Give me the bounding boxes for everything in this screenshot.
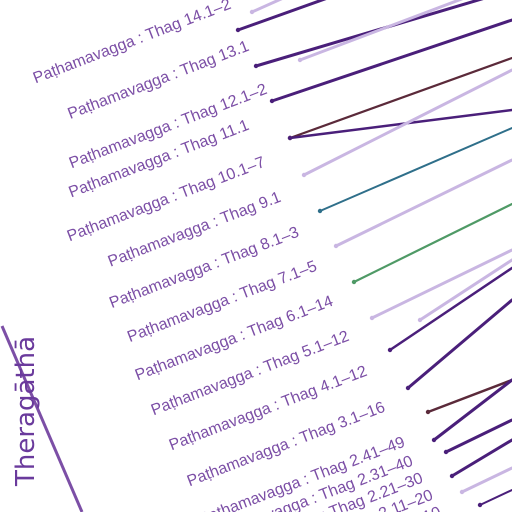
- node-label-thag-7[interactable]: Paṭhamavagga : Thag 7.1–5: [125, 258, 319, 346]
- group-bracket: [0, 325, 84, 512]
- link-endpoint-dot: [431, 437, 437, 443]
- link-line: [236, 0, 327, 32]
- link-line: [432, 378, 512, 442]
- group-bracket-line: [0, 325, 84, 512]
- link-endpoint-dot: [269, 98, 275, 104]
- link-endpoint-dot: [417, 317, 423, 323]
- link-line: [406, 298, 512, 390]
- link-line: [319, 127, 512, 212]
- link-endpoint-dot: [351, 279, 357, 285]
- link-endpoint-dot: [317, 208, 323, 214]
- link-line: [288, 56, 512, 140]
- link-endpoint-dot: [253, 63, 259, 69]
- link-line: [270, 18, 512, 103]
- link-endpoint-dot: [449, 473, 455, 479]
- label-layer: Paṭhamavagga : Thag 14.1–2 Paṭhamavagga …: [31, 0, 444, 512]
- link-endpoint-dot: [477, 502, 483, 508]
- link-line: [460, 466, 512, 494]
- node-label-thag-9[interactable]: Paṭhamavagga : Thag 9.1: [106, 189, 284, 271]
- link-line: [479, 489, 512, 506]
- link-endpoint-dot: [387, 347, 393, 353]
- link-endpoint-dot: [235, 27, 241, 33]
- link-endpoint-dot: [425, 409, 431, 415]
- link-layer: [235, 0, 512, 508]
- link-endpoint-dot: [333, 243, 339, 249]
- link-endpoint-dot: [443, 449, 449, 455]
- link-endpoint-dot: [369, 315, 375, 321]
- link-line: [426, 378, 512, 414]
- link-line: [250, 0, 283, 14]
- node-label-thag-4[interactable]: Paṭhamavagga : Thag 4.1–12: [167, 363, 370, 454]
- link-line: [352, 202, 512, 284]
- node-label-thag-14[interactable]: Paṭhamavagga : Thag 14.1–2: [31, 0, 234, 87]
- link-line: [298, 0, 464, 62]
- link-endpoint-dot: [249, 9, 255, 15]
- link-endpoint-dot: [405, 385, 411, 391]
- link-endpoint-dot: [301, 172, 307, 178]
- link-line: [418, 258, 512, 322]
- link-endpoint-dot: [287, 135, 293, 141]
- link-endpoint-dot: [459, 489, 465, 495]
- link-line: [370, 248, 512, 320]
- link-endpoint-dot: [297, 57, 303, 63]
- group-label: Theragāthā: [11, 336, 41, 487]
- link-line: [444, 418, 512, 454]
- link-line: [334, 158, 512, 248]
- link-line: [302, 68, 512, 177]
- link-line: [288, 108, 512, 140]
- link-line: [388, 266, 512, 352]
- link-line: [450, 438, 512, 478]
